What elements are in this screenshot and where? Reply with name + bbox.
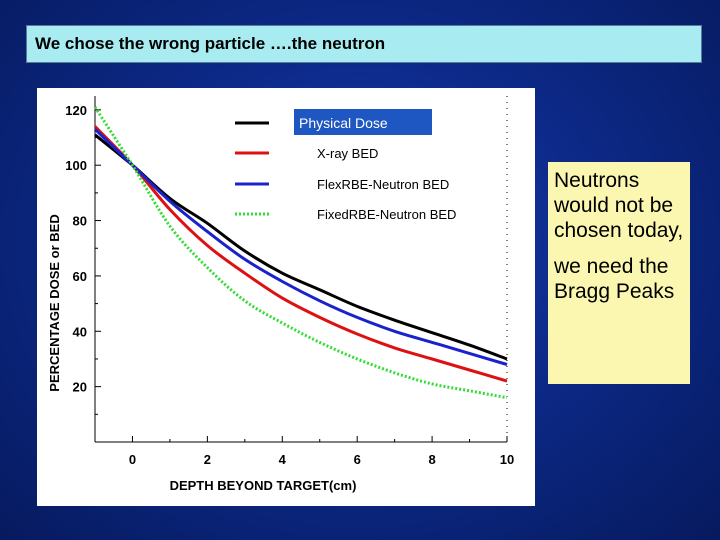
x-tick-label: 2 (204, 452, 211, 467)
dose-depth-chart: 0 2 4 6 8 10 20 40 60 80 100 120 Physical Dose X-ray… (47, 96, 514, 493)
series-line-1 (94, 133, 508, 361)
legend-label-4: FixedRBE-Neutron BED (317, 207, 456, 222)
slide-title-box: We chose the wrong particle ….the neutro… (26, 25, 702, 63)
x-axis-label: DEPTH BEYOND TARGET(cm) (170, 478, 357, 493)
y-tick-label: 80 (73, 214, 87, 229)
note-paragraph-2: we need the Bragg Peaks (554, 254, 675, 303)
series-line-3 (93, 128, 508, 366)
series-line-4 (93, 106, 508, 400)
chart-legend: Physical Dose X-ray BED FlexRBE-Neutron BE… (235, 109, 456, 222)
legend-label-2: X-ray BED (317, 146, 378, 161)
chart-axes: 0 2 4 6 8 10 20 40 60 80 100 120 (65, 96, 514, 467)
y-axis-label: PERCENTAGE DOSE or BED (47, 214, 62, 391)
y-tick-label: 100 (65, 158, 87, 173)
series-line-2 (93, 125, 508, 383)
x-tick-label: 4 (279, 452, 287, 467)
x-tick-label: 8 (428, 452, 435, 467)
y-tick-label: 40 (73, 324, 87, 339)
slide-title: We chose the wrong particle ….the neutro… (35, 34, 386, 53)
x-tick-label: 0 (129, 452, 136, 467)
x-tick-label: 10 (500, 452, 514, 467)
note-box: Neutrons would not be chosen today, we n… (548, 162, 690, 384)
y-tick-label: 120 (65, 103, 87, 118)
y-tick-label: 20 (73, 380, 87, 395)
legend-label-1: Physical Dose (299, 115, 388, 131)
note-paragraph-1: Neutrons would not be chosen today, (554, 169, 684, 243)
legend-highlight-box (294, 109, 432, 135)
legend-label-3: FlexRBE-Neutron BED (317, 177, 449, 192)
x-tick-label: 6 (354, 452, 361, 467)
y-tick-label: 60 (73, 269, 87, 284)
chart-panel: 0 2 4 6 8 10 20 40 60 80 100 120 Physical Dose X-ray… (37, 88, 535, 506)
chart-series-layer (93, 106, 508, 400)
